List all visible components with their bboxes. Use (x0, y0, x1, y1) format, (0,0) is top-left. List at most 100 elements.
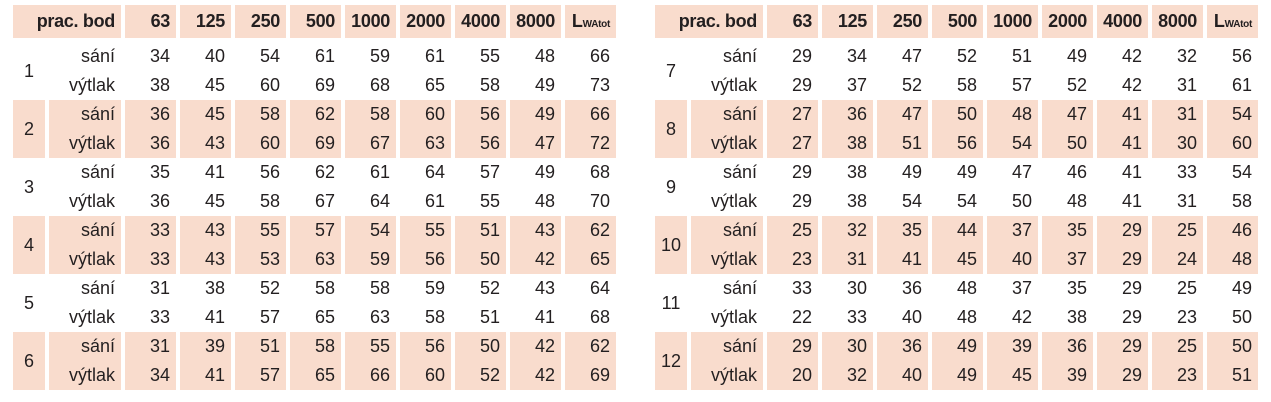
cell-suction: 41 (1121, 162, 1142, 182)
cell-suction: 64 (424, 162, 445, 182)
cell-discharge: 57 (259, 307, 280, 327)
cell-suction: 43 (180, 216, 231, 245)
cell-suction: 38 (204, 278, 225, 298)
cell-suction: 25 (1176, 278, 1197, 298)
cell-suction: 51 (455, 216, 506, 245)
cell-suction: 31 (149, 278, 170, 298)
cell-suction: 42 (510, 332, 561, 361)
cell-discharge: 23 (1152, 361, 1203, 390)
cell-discharge: 22 (791, 307, 812, 327)
cell-discharge: 38 (846, 191, 867, 211)
cell-suction: 25 (1152, 216, 1203, 245)
cell-discharge: 50 (1042, 129, 1093, 158)
cell-discharge: 68 (369, 75, 390, 95)
point-number: 6 (13, 332, 45, 390)
header-band: 125 (180, 5, 231, 38)
cell-suction: 61 (314, 46, 335, 66)
cell-discharge: 33 (846, 307, 867, 327)
cell-discharge: 67 (345, 129, 396, 158)
cell-suction: 39 (987, 332, 1038, 361)
header-total-sub: WAtot (582, 19, 611, 30)
row-label-discharge: výtlak (68, 191, 115, 211)
cell-discharge: 48 (534, 191, 555, 211)
cell-suction: 29 (1121, 278, 1142, 298)
cell-suction: 50 (1207, 332, 1258, 361)
row-label-suction: sání (80, 278, 115, 298)
header-band: 8000 (510, 5, 561, 38)
cell-discharge: 57 (1011, 75, 1032, 95)
cell-discharge: 29 (1121, 307, 1142, 327)
cell-suction: 50 (455, 332, 506, 361)
cell-suction: 64 (589, 278, 610, 298)
cell-discharge: 31 (822, 245, 873, 274)
cell-suction: 47 (1042, 100, 1093, 129)
row-label-suction: sání (722, 46, 757, 66)
cell-discharge: 70 (589, 191, 610, 211)
cell-suction: 49 (932, 332, 983, 361)
cell-suction: 61 (369, 162, 390, 182)
cell-discharge: 41 (1121, 191, 1142, 211)
cell-discharge: 61 (1231, 75, 1252, 95)
cell-suction: 52 (956, 46, 977, 66)
cell-suction: 54 (345, 216, 396, 245)
cell-suction: 58 (369, 278, 390, 298)
row-label-discharge: výtlak (49, 245, 121, 274)
cell-discharge: 52 (901, 75, 922, 95)
header-band: 250 (235, 5, 286, 38)
cell-suction: 36 (125, 100, 176, 129)
cell-suction: 37 (987, 216, 1038, 245)
cell-suction: 25 (1152, 332, 1203, 361)
cell-suction: 49 (534, 162, 555, 182)
header-band: 1000 (987, 5, 1038, 38)
cell-discharge: 48 (1207, 245, 1258, 274)
cell-suction: 41 (1097, 100, 1148, 129)
header-band: 8000 (1152, 5, 1203, 38)
cell-discharge: 65 (424, 75, 445, 95)
cell-suction: 56 (1231, 46, 1252, 66)
cell-discharge: 66 (345, 361, 396, 390)
cell-suction: 57 (479, 162, 500, 182)
cell-discharge: 38 (149, 75, 170, 95)
cell-discharge: 45 (987, 361, 1038, 390)
cell-discharge: 43 (180, 245, 231, 274)
cell-discharge: 45 (932, 245, 983, 274)
cell-suction: 32 (1176, 46, 1197, 66)
cell-suction: 43 (510, 216, 561, 245)
cell-suction: 47 (877, 100, 928, 129)
cell-discharge: 47 (510, 129, 561, 158)
header-band: 500 (932, 5, 983, 38)
cell-discharge: 50 (1011, 191, 1032, 211)
point-number: 12 (655, 332, 687, 390)
cell-discharge: 65 (565, 245, 616, 274)
cell-suction: 60 (400, 100, 451, 129)
cell-discharge: 34 (125, 361, 176, 390)
row-label-discharge: výtlak (710, 307, 757, 327)
row-label-discharge: výtlak (710, 75, 757, 95)
cell-discharge: 33 (149, 307, 170, 327)
header-total: LWAtot (565, 5, 616, 38)
point-number: 5 (23, 293, 34, 313)
cell-discharge: 29 (1097, 361, 1148, 390)
cell-suction: 29 (791, 46, 812, 66)
cell-discharge: 69 (565, 361, 616, 390)
cell-suction: 52 (479, 278, 500, 298)
cell-suction: 47 (901, 46, 922, 66)
cell-suction: 32 (822, 216, 873, 245)
cell-suction: 55 (400, 216, 451, 245)
cell-suction: 49 (901, 162, 922, 182)
cell-discharge: 41 (877, 245, 928, 274)
cell-discharge: 52 (455, 361, 506, 390)
cell-suction: 66 (565, 100, 616, 129)
cell-suction: 57 (290, 216, 341, 245)
cell-discharge: 58 (259, 191, 280, 211)
cell-suction: 61 (424, 46, 445, 66)
cell-discharge: 58 (424, 307, 445, 327)
cell-suction: 38 (846, 162, 867, 182)
cell-discharge: 27 (767, 129, 818, 158)
cell-suction: 51 (235, 332, 286, 361)
row-label-suction: sání (80, 46, 115, 66)
cell-discharge: 58 (1231, 191, 1252, 211)
cell-discharge: 41 (534, 307, 555, 327)
header-band: 250 (877, 5, 928, 38)
row-label-suction: sání (80, 162, 115, 182)
